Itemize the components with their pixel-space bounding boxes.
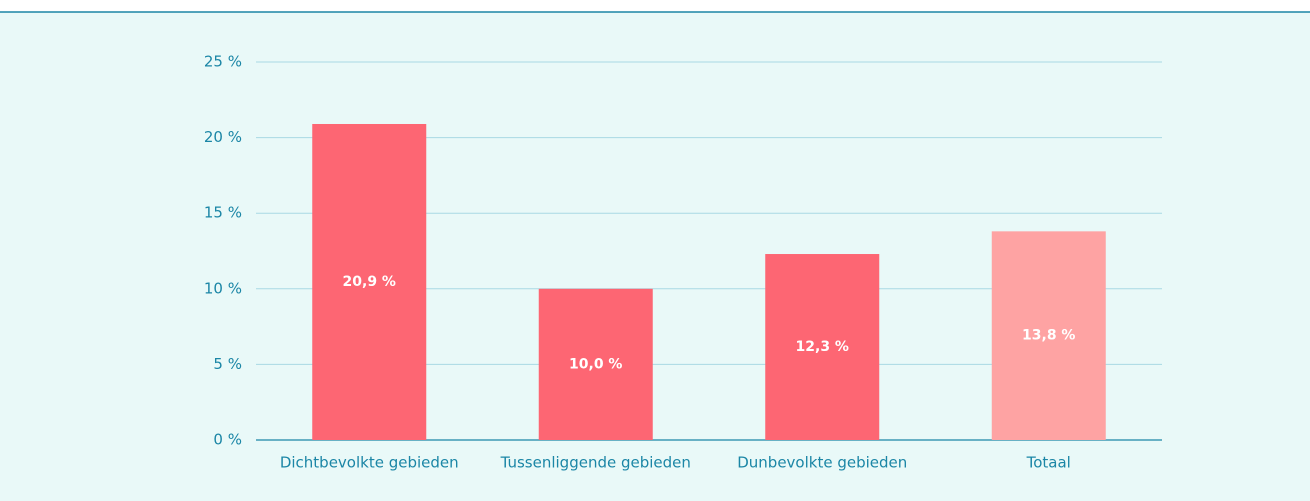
x-tick-label: Dunbevolkte gebieden <box>737 454 907 472</box>
bar <box>538 288 653 440</box>
y-tick-label: 5 % <box>213 355 242 373</box>
y-tick-label: 10 % <box>204 279 242 297</box>
y-tick-label: 25 % <box>204 53 242 71</box>
bar <box>765 254 880 440</box>
value-label: 20,9 % <box>343 274 396 290</box>
y-tick-label: 20 % <box>204 128 242 146</box>
bar <box>991 231 1106 440</box>
chart-background <box>0 12 1310 501</box>
value-label: 12,3 % <box>796 339 849 355</box>
y-tick-label: 0 % <box>213 431 242 449</box>
x-tick-label: Tussenliggende gebieden <box>500 454 691 472</box>
y-tick-label: 15 % <box>204 204 242 222</box>
bar <box>312 123 427 440</box>
value-label: 10,0 % <box>569 356 622 372</box>
x-tick-label: Dichtbevolkte gebieden <box>280 454 459 472</box>
x-tick-label: Totaal <box>1026 454 1071 472</box>
value-label: 13,8 % <box>1022 328 1075 344</box>
